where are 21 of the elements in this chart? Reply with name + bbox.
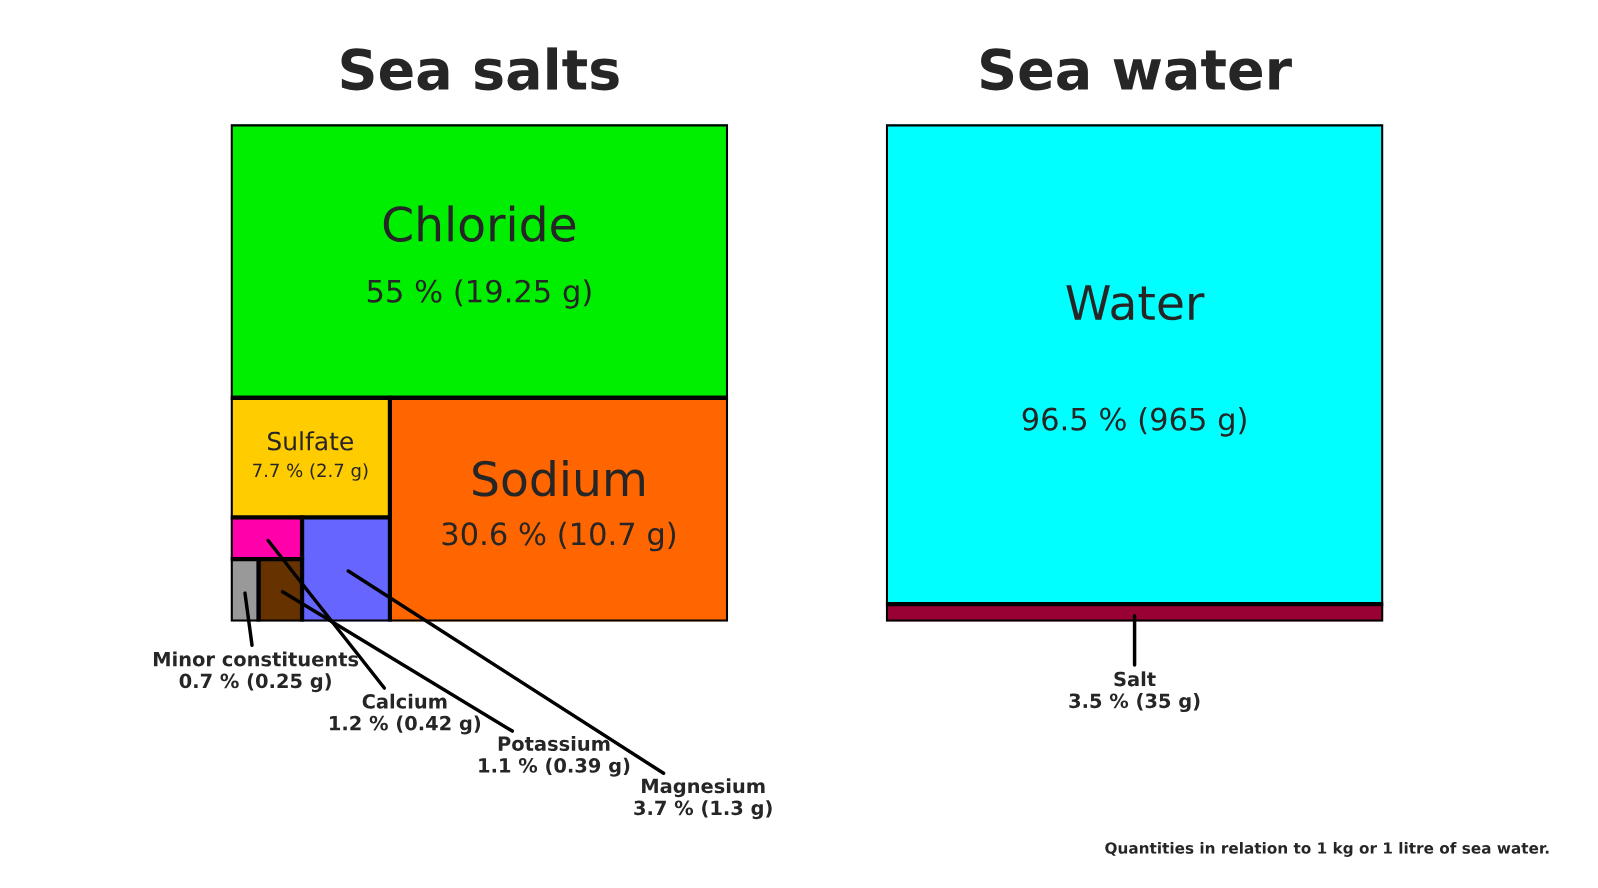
category-label: Minor constituents	[153, 651, 359, 667]
text: Sea salts	[341, 47, 619, 91]
category-label: Salt	[1114, 671, 1156, 687]
category-label: Potassium	[498, 735, 610, 752]
category-label: Chloride	[383, 205, 576, 242]
category-label: Sodium	[473, 460, 644, 497]
category-label: Sulfate	[267, 431, 353, 451]
data-label: 30.6 % (10.7 g)	[442, 521, 676, 552]
data-label: 3.5 % (35 g)	[1069, 693, 1200, 713]
data-label: 55 % (19.25 g)	[367, 279, 591, 309]
data-label: 0.7 % (0.25 g)	[179, 673, 331, 693]
category-label: Magnesium	[642, 778, 765, 798]
text: Sea water	[981, 48, 1292, 91]
data-label: 96.5 % (965 g)	[1022, 407, 1246, 437]
category-label: Water	[1066, 285, 1205, 321]
data-label: 3.7 % (1.3 g)	[634, 800, 772, 820]
category-label: Calcium	[362, 693, 447, 709]
data-label: 7.7 % (2.7 g)	[253, 463, 368, 481]
text: Quantities in relation to 1 kg or 1 litre of sea water.	[1105, 842, 1549, 857]
data-label: 1.1 % (0.39 g)	[479, 757, 630, 777]
data-label: 1.2 % (0.42 g)	[330, 715, 481, 735]
